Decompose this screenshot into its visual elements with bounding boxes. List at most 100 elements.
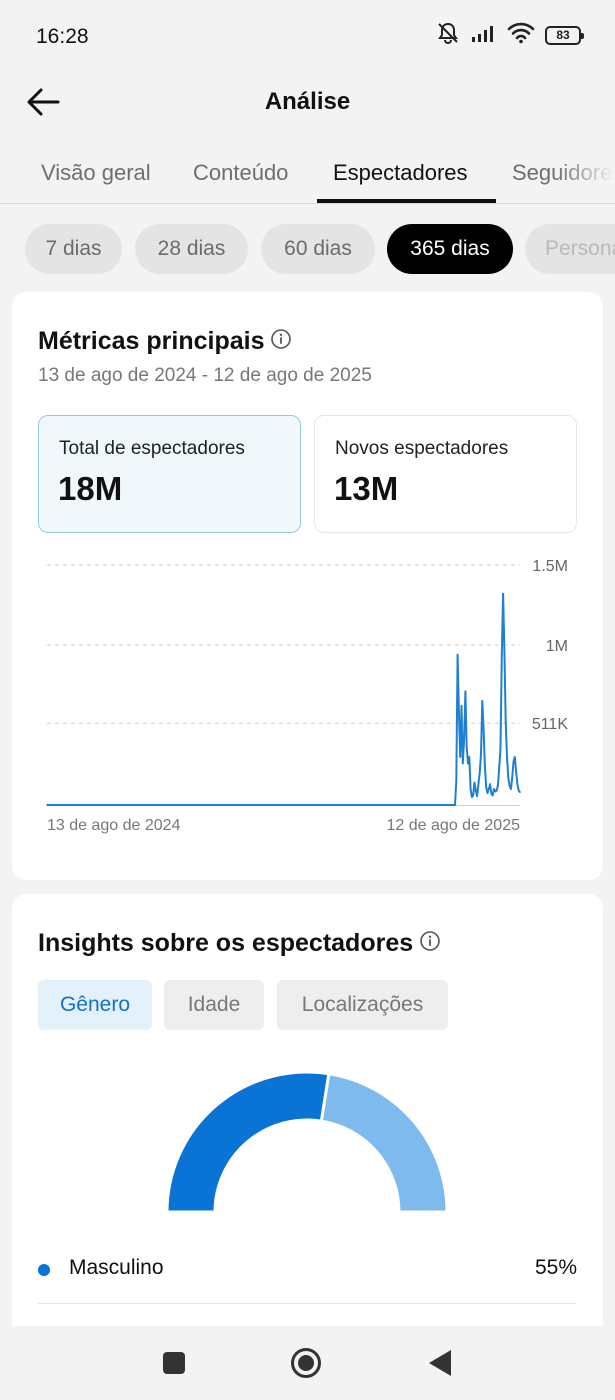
segment-gender[interactable]: Gênero (38, 980, 152, 1030)
data-point (269, 804, 272, 806)
data-point (514, 756, 516, 758)
data-point (477, 783, 480, 785)
data-point (346, 804, 348, 806)
data-point (460, 705, 463, 707)
page-title: Análise (264, 88, 351, 115)
data-point (46, 804, 48, 806)
metric-value: 18M (58, 470, 123, 507)
data-point (459, 756, 462, 758)
data-point (471, 796, 473, 798)
tab-bar: Visão geral Conteúdo Espectadores Seguid… (0, 140, 615, 204)
tab-viewers[interactable]: Espectadores (333, 160, 468, 185)
data-point (503, 650, 506, 653)
data-point (516, 783, 519, 785)
data-point (491, 794, 494, 797)
status-bar: 16:28 83 (0, 0, 615, 72)
signal-icon (471, 23, 497, 48)
x-tick-label: 13 de ago de 2024 (47, 817, 181, 834)
data-point (458, 711, 460, 713)
system-back-button[interactable] (427, 1349, 453, 1382)
data-point (468, 756, 471, 758)
data-point (464, 690, 467, 693)
data-point (467, 762, 469, 765)
data-point (454, 804, 456, 806)
data-point (515, 770, 517, 773)
data-point (504, 721, 507, 723)
key-metrics-card: Métricas principais 13 de ago de 2024 - … (12, 292, 603, 880)
data-point (519, 791, 521, 793)
data-point (469, 788, 472, 790)
tab-fade (555, 140, 615, 203)
data-point (493, 788, 495, 790)
data-point (472, 794, 475, 797)
viewers-line-chart: 1.5M 1M 511K 13 de ago de 2024 12 de ago de … (46, 558, 569, 834)
data-point (456, 653, 459, 656)
mute-icon (435, 22, 461, 49)
donut-slice-masculino (165, 1070, 331, 1214)
triangle-back-icon (429, 1350, 451, 1376)
data-point (494, 790, 497, 793)
status-time: 16:28 (36, 25, 89, 48)
data-point (499, 746, 502, 749)
data-point (502, 593, 504, 595)
status-icons: 83 (435, 22, 584, 49)
metric-value: 13M (334, 470, 399, 507)
data-point (480, 753, 482, 755)
data-point (489, 783, 491, 785)
data-point (473, 781, 476, 784)
data-point (455, 780, 458, 782)
segment-age[interactable]: Idade (164, 980, 264, 1030)
data-point (482, 729, 485, 731)
metric-total-viewers[interactable]: Total de espectadores 18M (38, 415, 301, 533)
data-point (481, 700, 484, 702)
data-point (507, 777, 510, 779)
data-point (497, 785, 499, 787)
data-point (506, 756, 508, 758)
wifi-icon (507, 22, 535, 49)
data-point (511, 777, 514, 779)
data-point (498, 767, 501, 769)
home-button[interactable] (290, 1347, 322, 1384)
series-line (47, 592, 521, 806)
insights-title-text: Insights sobre os espectadores (38, 929, 414, 957)
legend-row-male: Masculino 55% (38, 1254, 577, 1304)
segment-locations[interactable]: Localizações (277, 980, 448, 1030)
data-point (501, 653, 503, 656)
active-tab-indicator (317, 199, 496, 203)
info-icon[interactable] (270, 328, 292, 357)
data-point (475, 789, 477, 792)
circle-icon (291, 1348, 321, 1378)
back-button[interactable] (24, 82, 64, 122)
data-point (109, 804, 112, 806)
tab-overview[interactable]: Visão geral (41, 160, 151, 185)
date-range: 13 de ago de 2024 - 12 de ago de 2025 (38, 365, 372, 386)
chip-7-days[interactable]: 7 dias (25, 224, 122, 274)
info-icon[interactable] (419, 930, 441, 959)
data-point (488, 788, 490, 790)
insights-title: Insights sobre os espectadores (38, 929, 441, 959)
recents-button[interactable] (162, 1351, 186, 1380)
y-tick-label: 511K (532, 716, 569, 733)
donut-slice-feminino (319, 1072, 449, 1214)
data-point (517, 789, 520, 792)
data-point (452, 804, 455, 806)
metric-new-viewers[interactable]: Novos espectadores 13M (314, 415, 577, 533)
chip-custom[interactable]: Personalizado (525, 224, 615, 274)
data-point (425, 804, 428, 806)
legend-label: Masculino (69, 1256, 164, 1279)
data-point (485, 786, 488, 789)
data-point (512, 761, 515, 763)
tab-content[interactable]: Conteúdo (193, 160, 289, 185)
x-tick-label: 12 de ago de 2025 (387, 817, 521, 834)
data-point (463, 738, 465, 741)
key-metrics-title-text: Métricas principais (38, 327, 265, 355)
data-point (476, 795, 478, 797)
arrow-left-icon (27, 88, 60, 116)
period-filter: 7 dias 28 dias 60 dias 365 dias Personal… (0, 224, 615, 276)
data-point (495, 789, 498, 792)
chip-365-days[interactable]: 365 dias (387, 224, 513, 274)
chip-60-days[interactable]: 60 dias (261, 224, 375, 274)
gender-half-donut-chart (165, 1070, 449, 1214)
chip-28-days[interactable]: 28 dias (135, 224, 248, 274)
data-point (510, 788, 512, 790)
